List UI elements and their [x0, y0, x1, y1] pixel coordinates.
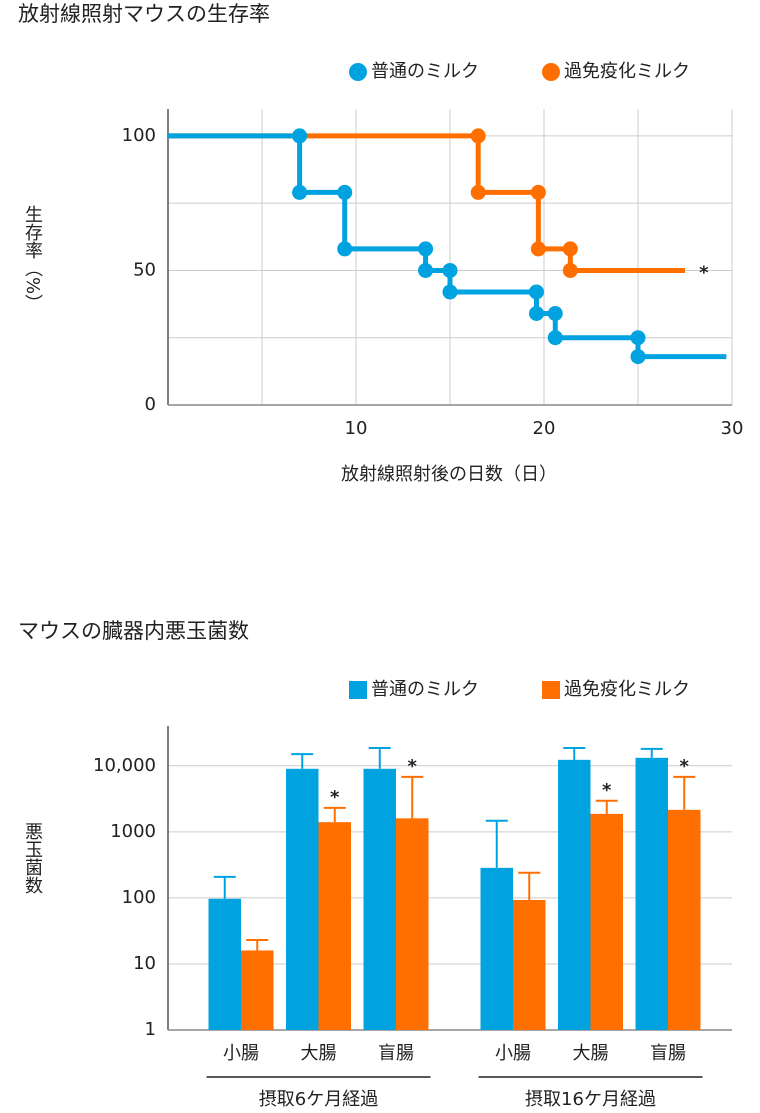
annotation: * [330, 787, 340, 808]
y-tick-label: 50 [133, 259, 156, 280]
bar [208, 898, 241, 1030]
group-label: 摂取6ケ月経過 [259, 1089, 378, 1110]
point [442, 262, 458, 278]
x-tick-label: 小腸 [223, 1043, 259, 1064]
y-tick-label: 1000 [110, 821, 156, 842]
x-tick-label: 大腸 [573, 1043, 609, 1064]
x-axis-label: 放射線照射後の日数（日） [341, 464, 557, 485]
bar [241, 950, 274, 1030]
chart-title: 放射線照射マウスの生存率 [18, 2, 270, 26]
y-tick-label: 1 [145, 1019, 156, 1040]
y-tick-label: 100 [122, 887, 156, 908]
bar [635, 757, 668, 1030]
point [547, 330, 563, 346]
point [418, 241, 434, 257]
bar [558, 759, 591, 1030]
point [562, 241, 578, 257]
point [337, 184, 353, 200]
bar [513, 899, 546, 1030]
x-tick-label: 盲腸 [650, 1043, 686, 1064]
point [630, 330, 646, 346]
bar [590, 813, 623, 1030]
legend-label: 普通のミルク [371, 679, 479, 700]
chart-title: マウスの臓器内悪玉菌数 [18, 619, 249, 643]
legend-marker [542, 63, 560, 81]
y-tick-label: 100 [122, 125, 156, 146]
y-axis-label: 生存率（%） [22, 205, 43, 312]
x-tick-label: 大腸 [301, 1043, 337, 1064]
point [562, 262, 578, 278]
point [547, 306, 563, 322]
x-tick-label: 30 [721, 418, 744, 439]
bar [668, 809, 701, 1030]
y-tick-label: 10,000 [93, 755, 156, 776]
x-tick-label: 小腸 [495, 1043, 531, 1064]
annotation: * [602, 780, 612, 801]
legend-label: 普通のミルク [371, 61, 479, 82]
x-tick-label: 20 [533, 418, 556, 439]
point [337, 241, 353, 257]
annotation: * [699, 262, 709, 283]
bar [480, 867, 513, 1030]
point [442, 284, 458, 300]
survival-line [168, 133, 727, 360]
legend-marker [349, 681, 367, 699]
point [292, 128, 308, 144]
point [470, 184, 486, 200]
point [530, 184, 546, 200]
group-label: 摂取16ケ月経過 [525, 1089, 656, 1110]
y-tick-label: 0 [145, 394, 156, 415]
annotation: * [680, 756, 690, 777]
legend-marker [349, 63, 367, 81]
legend-label: 過免疫化ミルク [564, 61, 690, 82]
legend-marker [542, 681, 560, 699]
x-tick-label: 盲腸 [378, 1043, 414, 1064]
point [528, 284, 544, 300]
point [470, 128, 486, 144]
legend-label: 過免疫化ミルク [564, 679, 690, 700]
point [530, 241, 546, 257]
point [418, 262, 434, 278]
bar [286, 768, 319, 1030]
x-tick-label: 10 [345, 418, 368, 439]
y-axis-label: 悪玉菌数 [22, 822, 43, 894]
bar [318, 822, 351, 1030]
point [292, 184, 308, 200]
bar [363, 768, 396, 1030]
annotation: * [408, 756, 418, 777]
point [630, 349, 646, 365]
y-tick-label: 10 [133, 953, 156, 974]
point [528, 306, 544, 322]
bar [396, 818, 429, 1030]
